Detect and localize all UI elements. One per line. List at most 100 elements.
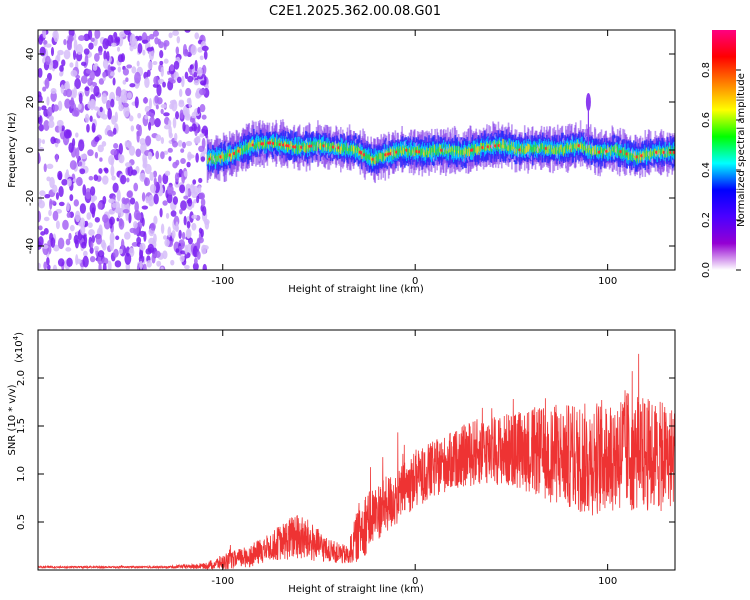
noise-speck xyxy=(187,237,194,245)
noise-speck xyxy=(75,132,79,138)
noise-speck xyxy=(151,253,156,264)
noise-speck xyxy=(65,88,72,98)
noise-speck xyxy=(131,169,138,176)
noise-speck xyxy=(42,244,49,249)
noise-speck xyxy=(63,129,71,139)
noise-speck xyxy=(160,137,165,144)
noise-speck xyxy=(159,207,163,218)
colorbar-tick-label: 0.2 xyxy=(701,212,712,228)
colorbar-tick-label: 0.4 xyxy=(701,162,712,178)
x-tick-label: 0 xyxy=(412,276,418,287)
noise-speck xyxy=(55,192,60,200)
noise-speck xyxy=(135,148,142,158)
noise-speck xyxy=(196,75,204,80)
noise-speck xyxy=(164,238,170,247)
noise-speck xyxy=(147,243,155,253)
noise-speck xyxy=(72,49,77,60)
noise-speck xyxy=(118,248,123,255)
noise-speck xyxy=(180,158,186,165)
noise-speck xyxy=(162,81,166,88)
noise-speck xyxy=(160,66,164,77)
colorbar-tick-label: 0.0 xyxy=(701,262,712,278)
noise-speck xyxy=(183,195,189,200)
noise-speck xyxy=(108,209,114,215)
noise-speck xyxy=(78,35,85,42)
noise-speck xyxy=(116,46,121,52)
noise-speck xyxy=(106,99,111,111)
noise-speck xyxy=(203,50,208,60)
noise-speck xyxy=(163,235,168,240)
snr-scale-note: (x104) xyxy=(12,332,25,363)
noise-speck xyxy=(179,109,184,120)
noise-speck xyxy=(78,139,85,152)
noise-speck xyxy=(94,30,101,39)
noise-speck xyxy=(55,138,61,144)
noise-speck xyxy=(73,234,79,245)
noise-speck xyxy=(168,32,173,39)
snr-xlabel: Height of straight line (km) xyxy=(288,584,424,595)
noise-speck xyxy=(80,61,87,66)
noise-speck xyxy=(95,233,102,245)
noise-speck xyxy=(154,250,161,258)
noise-speck xyxy=(38,35,43,45)
noise-speck xyxy=(160,151,165,160)
noise-speck xyxy=(83,48,90,55)
noise-speck xyxy=(90,37,95,42)
noise-speck xyxy=(141,217,145,227)
noise-speck xyxy=(89,70,95,81)
noise-speck xyxy=(124,252,132,265)
noise-speck xyxy=(102,262,107,270)
noise-speck xyxy=(176,36,181,44)
noise-speck xyxy=(129,83,136,88)
noise-speck xyxy=(79,168,86,175)
noise-speck xyxy=(141,192,146,202)
noise-speck xyxy=(187,197,193,207)
noise-speck xyxy=(80,153,88,160)
noise-speck xyxy=(87,222,93,229)
noise-speck xyxy=(148,121,152,131)
noise-speck xyxy=(98,78,105,85)
noise-speck xyxy=(107,107,112,120)
noise-speck xyxy=(153,233,157,244)
noise-speck xyxy=(115,86,122,98)
noise-speck xyxy=(91,235,96,244)
noise-speck xyxy=(107,129,113,137)
noise-speck xyxy=(38,236,44,247)
noise-speck xyxy=(130,125,135,132)
noise-speck xyxy=(201,64,207,75)
noise-speck xyxy=(39,46,46,57)
noise-speck xyxy=(52,104,59,112)
noise-speck xyxy=(38,152,41,164)
noise-speck xyxy=(158,41,164,49)
noise-speck xyxy=(64,82,69,91)
noise-speck xyxy=(108,198,115,204)
noise-speck xyxy=(170,210,177,217)
noise-speck xyxy=(98,224,103,237)
noise-speck xyxy=(84,86,90,91)
noise-speck xyxy=(146,47,154,52)
noise-speck xyxy=(129,33,136,46)
noise-speck xyxy=(123,231,131,240)
noise-speck xyxy=(49,200,56,205)
noise-speck xyxy=(110,165,115,177)
noise-speck xyxy=(119,217,123,227)
noise-speck xyxy=(61,59,66,67)
noise-speck xyxy=(94,136,100,143)
noise-speck xyxy=(168,132,173,139)
noise-speck xyxy=(134,96,139,109)
noise-speck xyxy=(183,170,188,178)
noise-speck xyxy=(107,260,112,270)
noise-speck xyxy=(191,222,197,231)
noise-speck xyxy=(38,210,42,223)
noise-speck xyxy=(128,212,132,224)
noise-speck xyxy=(200,198,206,207)
noise-speck xyxy=(99,106,103,113)
noise-speck xyxy=(93,245,100,251)
noise-speck xyxy=(42,30,47,39)
noise-speck xyxy=(44,194,51,199)
noise-speck xyxy=(198,227,203,234)
noise-speck xyxy=(114,260,122,268)
noise-speck xyxy=(123,105,130,118)
noise-speck xyxy=(43,261,48,270)
noise-speck xyxy=(182,105,188,116)
